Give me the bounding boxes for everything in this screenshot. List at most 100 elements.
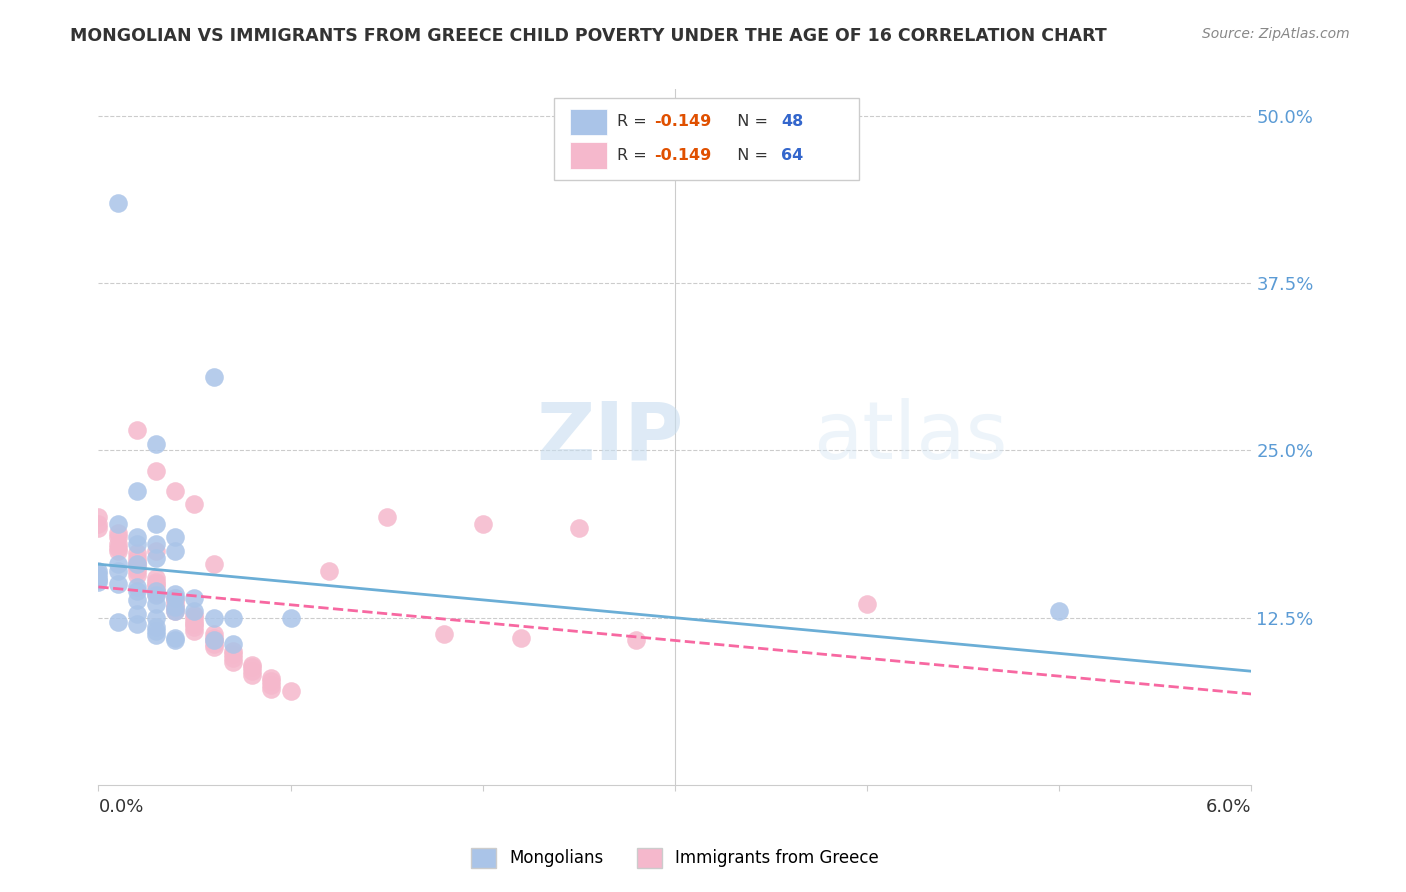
Point <box>125 557 148 572</box>
Point <box>145 577 167 591</box>
Point <box>145 464 167 478</box>
Point <box>125 580 148 594</box>
Point <box>125 424 148 438</box>
Point <box>87 521 110 535</box>
Point <box>280 684 302 698</box>
Point <box>222 637 245 651</box>
Point <box>145 571 167 585</box>
Point <box>471 516 494 531</box>
Text: R =: R = <box>617 114 652 129</box>
Point <box>202 633 225 648</box>
Text: Source: ZipAtlas.com: Source: ZipAtlas.com <box>1202 27 1350 41</box>
Text: R =: R = <box>617 148 652 163</box>
Point <box>145 611 167 625</box>
Point <box>87 573 110 587</box>
Point <box>125 584 148 599</box>
Point <box>183 497 205 511</box>
Point <box>183 624 205 639</box>
Point <box>165 483 187 498</box>
Point <box>145 516 167 531</box>
Point <box>125 483 148 498</box>
Point <box>125 530 148 544</box>
Point <box>240 668 263 682</box>
Point <box>202 640 225 655</box>
Point <box>433 626 456 640</box>
Point <box>260 673 283 688</box>
Text: -0.149: -0.149 <box>654 114 711 129</box>
Point <box>145 537 167 551</box>
Point <box>626 633 648 648</box>
Point <box>165 599 187 614</box>
Point <box>280 611 302 625</box>
Point <box>107 541 129 555</box>
Point <box>87 510 110 524</box>
Point <box>125 546 148 561</box>
Point <box>145 624 167 639</box>
Point <box>222 647 245 661</box>
Point <box>318 564 340 578</box>
Point <box>202 637 225 651</box>
Point <box>107 564 129 578</box>
Text: atlas: atlas <box>813 398 1008 476</box>
Point <box>183 591 205 605</box>
Point <box>145 587 167 601</box>
Point <box>125 593 148 607</box>
Point <box>183 617 205 632</box>
Point <box>222 655 245 669</box>
Point <box>165 631 187 645</box>
Point <box>165 604 187 618</box>
Point <box>202 611 225 625</box>
Point <box>260 671 283 685</box>
Point <box>107 577 129 591</box>
Point <box>222 611 245 625</box>
Point <box>183 608 205 623</box>
Point <box>145 544 167 558</box>
Text: N =: N = <box>727 114 773 129</box>
Point <box>240 660 263 674</box>
Text: N =: N = <box>727 148 773 163</box>
Point <box>145 574 167 589</box>
Point <box>183 611 205 625</box>
Point <box>260 678 283 692</box>
Point <box>125 568 148 582</box>
Point <box>145 436 167 450</box>
Point <box>145 588 167 602</box>
Point <box>125 607 148 621</box>
Text: 64: 64 <box>780 148 803 163</box>
Point <box>87 566 110 581</box>
Point <box>260 681 283 696</box>
Point <box>202 633 225 648</box>
Point <box>107 537 129 551</box>
Text: 0.0%: 0.0% <box>98 798 143 816</box>
Point <box>202 631 225 645</box>
Point <box>165 591 187 605</box>
Point <box>1047 604 1070 618</box>
Point <box>107 557 129 572</box>
Point <box>165 544 187 558</box>
Point <box>107 544 129 558</box>
Text: 6.0%: 6.0% <box>1206 798 1251 816</box>
Point <box>107 530 129 544</box>
Point <box>145 584 167 599</box>
Point <box>240 657 263 672</box>
Point <box>183 620 205 634</box>
Point <box>165 604 187 618</box>
Point <box>375 510 398 524</box>
Text: MONGOLIAN VS IMMIGRANTS FROM GREECE CHILD POVERTY UNDER THE AGE OF 16 CORRELATIO: MONGOLIAN VS IMMIGRANTS FROM GREECE CHIL… <box>70 27 1107 45</box>
Point <box>107 615 129 629</box>
Point <box>183 615 205 629</box>
FancyBboxPatch shape <box>554 97 859 179</box>
Point <box>125 557 148 572</box>
Point <box>145 620 167 634</box>
Point <box>240 664 263 679</box>
Point <box>145 550 167 565</box>
Point <box>165 587 187 601</box>
Point <box>125 537 148 551</box>
Point <box>165 530 187 544</box>
Point <box>202 557 225 572</box>
Point <box>145 598 167 612</box>
FancyBboxPatch shape <box>569 142 607 169</box>
Point <box>107 516 129 531</box>
Point <box>165 591 187 605</box>
Legend: Mongolians, Immigrants from Greece: Mongolians, Immigrants from Greece <box>464 841 886 875</box>
